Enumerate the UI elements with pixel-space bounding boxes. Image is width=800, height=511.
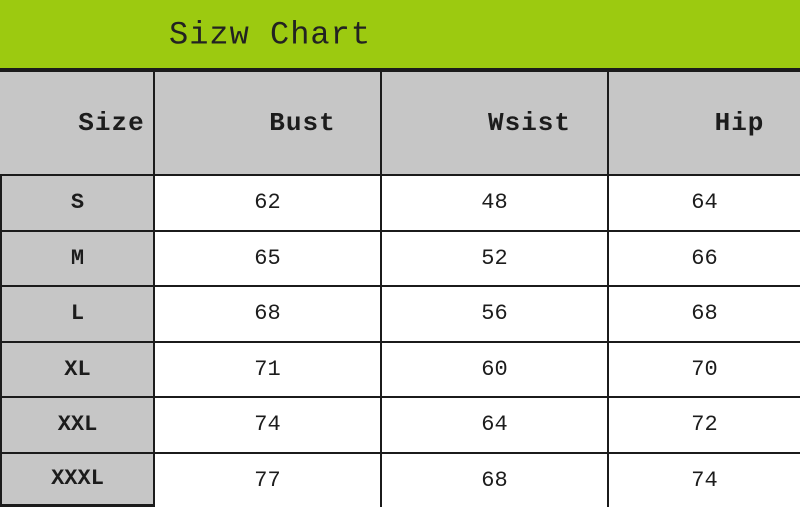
- cell-l-wsist: 56: [380, 285, 607, 341]
- cell-xxl-bust: 74: [153, 396, 380, 452]
- cell-xl-wsist: 60: [380, 340, 607, 396]
- size-table: Size Bust Wsist Hip S 62 48 64 M 65 52 6…: [0, 72, 800, 507]
- column-header-bust: Bust: [153, 72, 380, 174]
- row-label-l: L: [0, 285, 153, 341]
- cell-xl-bust: 71: [153, 340, 380, 396]
- cell-s-wsist: 48: [380, 174, 607, 230]
- cell-xxl-wsist: 64: [380, 396, 607, 452]
- column-header-size: Size: [0, 72, 153, 174]
- cell-l-bust: 68: [153, 285, 380, 341]
- cell-m-hip: 66: [607, 229, 800, 285]
- cell-s-bust: 62: [153, 174, 380, 230]
- cell-s-hip: 64: [607, 174, 800, 230]
- row-label-m: M: [0, 229, 153, 285]
- row-label-s: S: [0, 174, 153, 230]
- cell-xxxl-bust: 77: [153, 451, 380, 507]
- cell-m-bust: 65: [153, 229, 380, 285]
- cell-l-hip: 68: [607, 285, 800, 341]
- chart-title: Sizw Chart: [168, 16, 372, 54]
- row-label-xxl: XXL: [0, 396, 153, 452]
- row-label-xl: XL: [0, 340, 153, 396]
- cell-xxl-hip: 72: [607, 396, 800, 452]
- cell-xl-hip: 70: [607, 340, 800, 396]
- row-label-xxxl: XXXL: [0, 451, 153, 507]
- cell-xxxl-wsist: 68: [380, 451, 607, 507]
- cell-m-wsist: 52: [380, 229, 607, 285]
- cell-xxxl-hip: 74: [607, 451, 800, 507]
- title-band: Sizw Chart: [0, 0, 800, 72]
- column-header-hip: Hip: [607, 72, 800, 174]
- column-header-wsist: Wsist: [380, 72, 607, 174]
